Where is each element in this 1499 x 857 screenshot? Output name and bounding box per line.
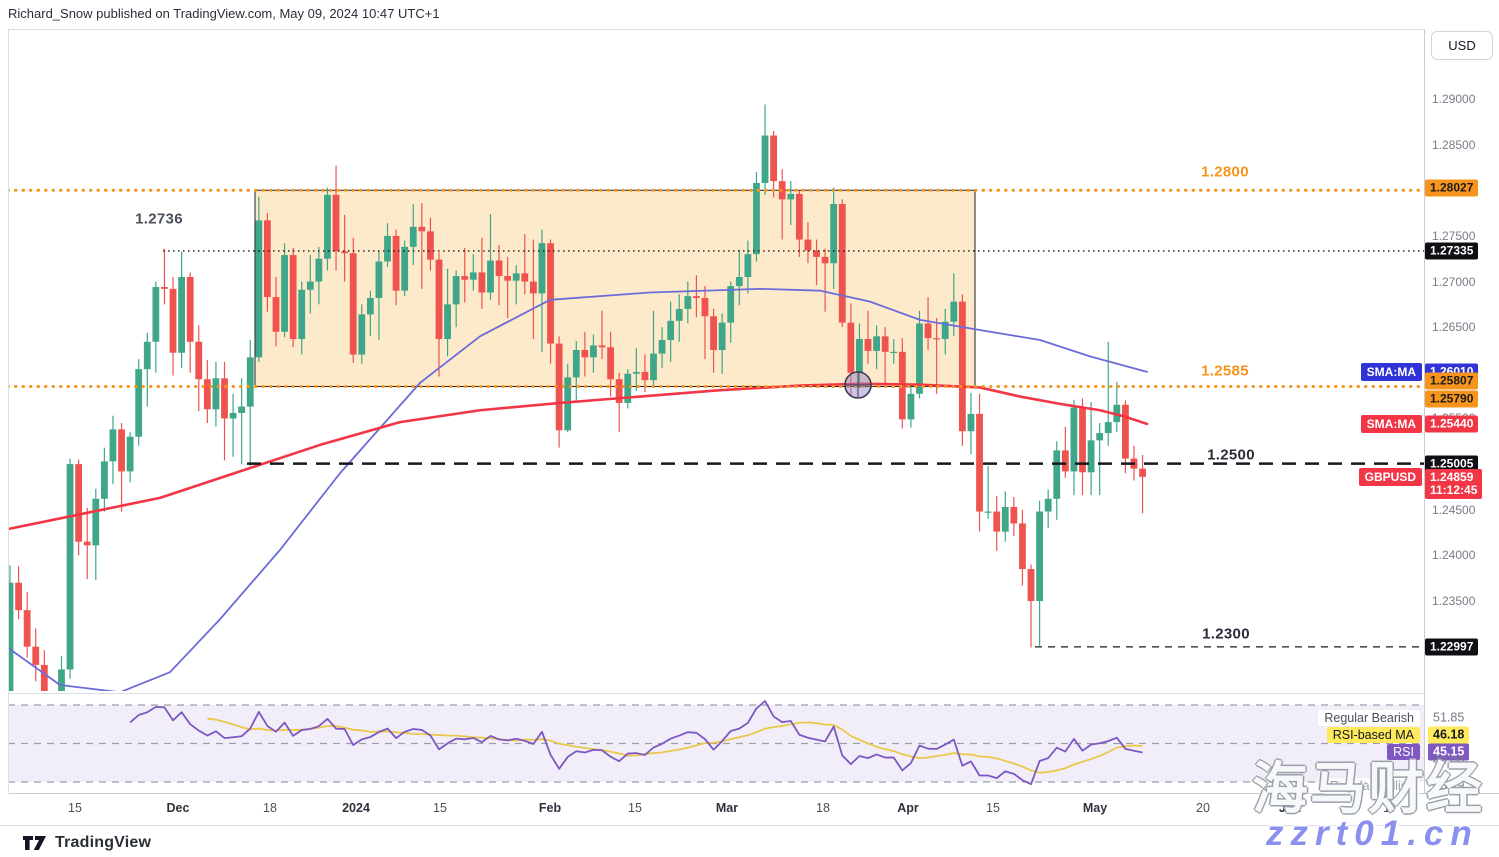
series-name-badge: SMA:MA xyxy=(1360,414,1422,433)
level-price-label: 1.2736 xyxy=(135,210,183,228)
time-tick[interactable]: 2024 xyxy=(342,801,370,815)
time-tick[interactable]: 18 xyxy=(263,801,277,815)
rsi-axis-value: 28.29 xyxy=(1433,778,1465,793)
time-tick[interactable]: Jun xyxy=(1278,801,1302,815)
price-tick[interactable]: 1.24500 xyxy=(1432,502,1476,517)
price-tick[interactable]: 1.27000 xyxy=(1432,274,1476,289)
main-pane[interactable] xyxy=(0,104,1424,749)
time-tick[interactable]: 17 xyxy=(1383,801,1397,815)
rsi-axis-value: 45.15 xyxy=(1428,743,1470,761)
price-axis-badge: 1.24859 11:12:45 xyxy=(1425,468,1483,499)
rsi-row-tag: RSI xyxy=(1387,744,1420,760)
watermark-url: zzrt01.cn xyxy=(1266,814,1479,853)
level-price-label: 1.2585 xyxy=(1201,362,1249,380)
level-price-label: 1.2500 xyxy=(1207,446,1255,464)
time-tick[interactable]: 15 xyxy=(68,801,82,815)
price-axis-badge: 1.28027 xyxy=(1425,179,1479,197)
pane-left-border xyxy=(8,29,9,794)
time-tick[interactable]: 20 xyxy=(1196,801,1210,815)
price-axis-badge: 1.25790 xyxy=(1425,390,1479,408)
time-axis-separator xyxy=(8,793,1499,794)
time-tick[interactable]: Mar xyxy=(715,801,739,815)
supply-zone-box[interactable] xyxy=(254,189,976,388)
rsi-axis-value: 40.00 xyxy=(1433,753,1465,768)
tradingview-brand-text: TradingView xyxy=(55,834,152,851)
series-name-badge: GBPUSD xyxy=(1358,467,1422,486)
time-tick[interactable]: Apr xyxy=(897,801,919,815)
level-price-label: 1.2800 xyxy=(1201,163,1249,181)
rsi-pane[interactable] xyxy=(8,700,1424,786)
level-price-label: 1.2300 xyxy=(1202,625,1250,643)
rsi-row-tag: Regular Bullish xyxy=(1323,778,1420,794)
rsi-ma-line[interactable] xyxy=(207,717,1143,774)
price-axis-badge: 1.27335 xyxy=(1425,242,1479,260)
sma-slow-line[interactable] xyxy=(0,287,1148,692)
rsi-line[interactable] xyxy=(129,700,1143,786)
series-name-badge: SMA:MA xyxy=(1360,362,1422,381)
time-tick[interactable]: May xyxy=(1082,801,1108,815)
time-tick[interactable]: Dec xyxy=(166,801,190,815)
publish-attribution: Richard_Snow published on TradingView.co… xyxy=(8,6,440,21)
tradingview-footer[interactable]: TradingView xyxy=(22,833,151,853)
price-tick[interactable]: 1.27500 xyxy=(1432,228,1476,243)
rsi-row-tag: RSI-based MA xyxy=(1326,727,1420,743)
price-tick[interactable]: 1.26500 xyxy=(1432,320,1476,335)
price-axis-badge: 1.25807 xyxy=(1425,372,1479,390)
time-tick[interactable]: 15 xyxy=(628,801,642,815)
footer-separator xyxy=(0,825,1499,826)
watermark-cjk: 海马财经 xyxy=(1252,757,1484,820)
pane-separator[interactable] xyxy=(8,693,1424,694)
time-tick[interactable]: 15 xyxy=(986,801,1000,815)
rsi-row-tag: Regular Bearish xyxy=(1318,710,1420,726)
price-tick[interactable]: 1.23500 xyxy=(1432,594,1476,608)
tradingview-logo-icon xyxy=(23,836,46,850)
price-axis-badge: 1.22997 xyxy=(1425,638,1479,656)
price-tick[interactable]: 1.28500 xyxy=(1432,137,1476,152)
rsi-axis-value: 46.18 xyxy=(1428,726,1470,744)
rsi-axis-value: 51.85 xyxy=(1433,710,1465,725)
price-axis-badge: 1.25440 xyxy=(1425,415,1479,433)
price-tick[interactable]: 1.29000 xyxy=(1432,92,1476,106)
time-tick[interactable]: 18 xyxy=(816,801,830,815)
price-axis-badge: 1.25005 xyxy=(1425,455,1479,473)
pane-top-border xyxy=(8,29,1424,30)
price-tick[interactable]: 1.24000 xyxy=(1432,548,1476,563)
sma-fast-line[interactable] xyxy=(0,382,1149,531)
currency-toggle-button[interactable]: USD xyxy=(1431,31,1493,60)
selected-point-marker[interactable] xyxy=(844,371,872,399)
price-axis-border xyxy=(1424,29,1425,794)
time-tick[interactable]: 15 xyxy=(433,801,447,815)
time-tick[interactable]: Feb xyxy=(538,801,562,815)
